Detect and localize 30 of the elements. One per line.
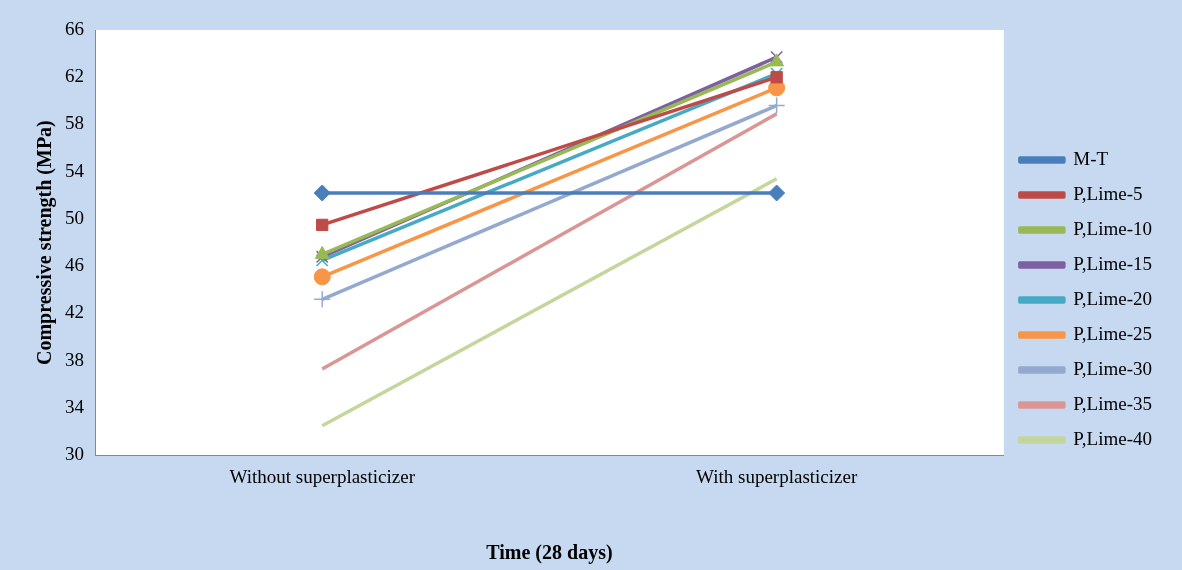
- legend-label: P,Lime-40: [1073, 427, 1153, 449]
- y-tick-label: 38: [65, 348, 84, 370]
- point: [313, 268, 331, 286]
- y-tick-label: 42: [65, 301, 84, 323]
- legend-label: P,Lime-35: [1073, 392, 1153, 414]
- y-tick-label: 34: [65, 395, 85, 417]
- x-tick-label: With superplasticizer: [696, 465, 858, 487]
- point: [316, 218, 329, 232]
- x-tick-label: Without superplasticizer: [229, 465, 416, 487]
- legend-label: P,Lime-15: [1073, 252, 1153, 274]
- legend-label: P,Lime-25: [1073, 322, 1153, 344]
- legend-label: M-T: [1073, 147, 1109, 169]
- x-axis-title: Time (28 days): [486, 541, 613, 565]
- y-tick-label: 30: [65, 443, 84, 465]
- y-tick-label: 46: [65, 254, 84, 276]
- point: [313, 290, 331, 309]
- point: [767, 96, 786, 115]
- legend-label: P,Lime-20: [1073, 287, 1153, 309]
- y-tick-label: 54: [65, 159, 85, 181]
- y-axis-title: Compressive strength (MPa): [33, 120, 57, 365]
- legend-label: P,Lime-5: [1073, 182, 1143, 204]
- y-tick-label: 50: [65, 206, 84, 228]
- point: [768, 184, 786, 202]
- y-tick-label: 66: [65, 17, 84, 39]
- y-tick-label: 58: [65, 112, 84, 134]
- legend-label: P,Lime-10: [1073, 217, 1153, 239]
- point: [313, 184, 331, 202]
- point: [770, 71, 783, 84]
- y-tick-label: 62: [65, 65, 84, 87]
- legend-label: P,Lime-30: [1073, 357, 1153, 379]
